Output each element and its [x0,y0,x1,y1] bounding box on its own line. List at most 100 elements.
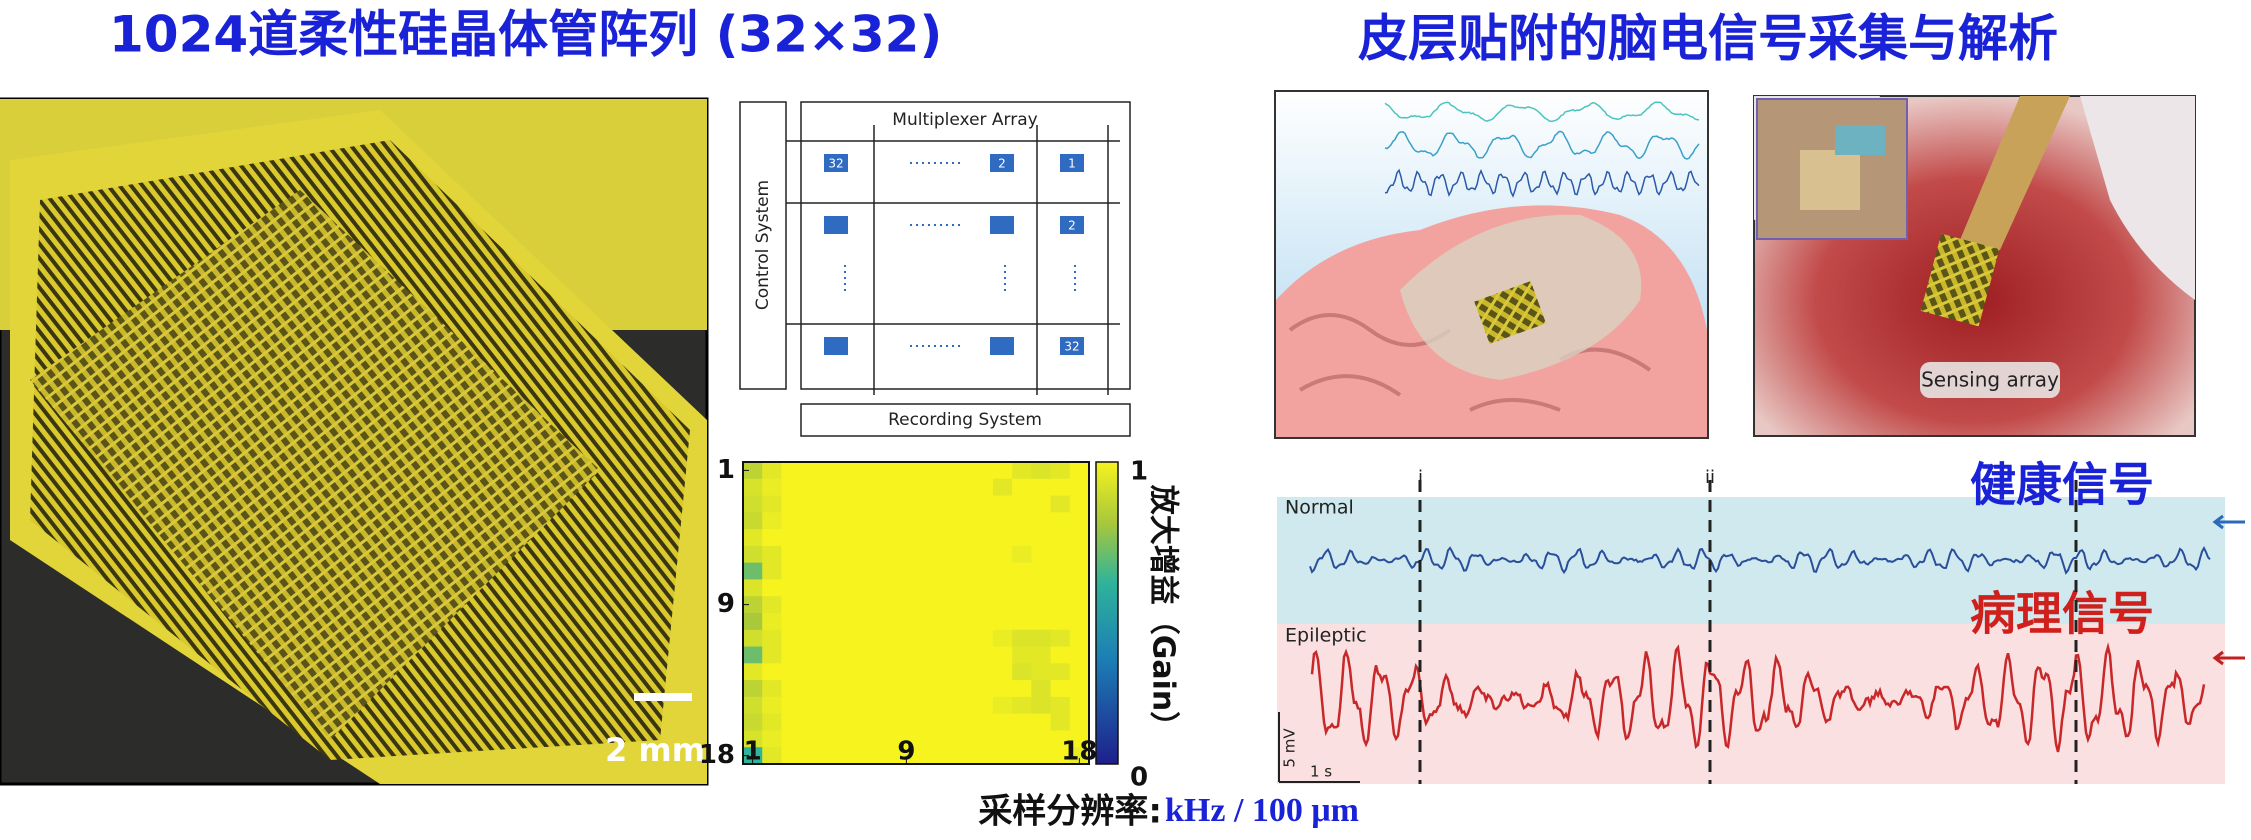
heatmap-cell [954,696,975,715]
heatmap-cell [1031,562,1052,580]
heatmap-cell [762,529,782,547]
heatmap-cell [877,529,898,547]
heatmap-cell [839,730,859,748]
heatmap-cell [1050,545,1071,564]
heatmap-cell [916,747,936,765]
cell-box [824,337,848,355]
heatmap-cell [973,696,994,715]
heatmap-cell [819,462,840,480]
wave [1384,168,1700,198]
heatmap-cell [819,680,840,698]
heatmap-cell [1050,646,1071,664]
heatmap-cell [973,680,994,698]
heatmap-cell [1012,545,1032,564]
heatmap-cell [1050,512,1071,530]
heatmap-cell [839,596,859,614]
schematic [739,101,1131,437]
heatmap-cell [762,579,782,597]
heatmap-cell [858,713,879,731]
heatmap-cell [916,596,936,614]
heatmap-cell [781,613,802,631]
heatmap-cell [935,663,955,681]
heatmap-cell [877,696,898,715]
heatmap-cell [819,747,840,765]
heatmap-cell [954,713,975,731]
heatmap-cell [839,629,859,648]
heatmap-frame [742,461,1090,765]
heatmap-cell [1050,462,1071,480]
col-tick-label: 9 [897,737,915,767]
heatmap-cell [1069,747,1090,765]
cell-box [990,216,1014,234]
heatmap-cell [1031,495,1052,513]
heatmap-cell [762,495,782,513]
heatmap-cell [973,529,994,547]
heatmap-cell [1012,562,1032,580]
heatmap-cell [973,596,994,614]
heatmap-cell [1031,478,1052,497]
heatmap-cell [800,512,821,530]
heatmap-cell [743,562,763,580]
heatmap-cell [916,579,936,597]
heatmap-cell [896,680,917,698]
cell-box [990,337,1014,355]
cell-label: 2 [998,157,1006,171]
heatmap-cell [896,713,917,731]
heatmap-cell [839,747,859,765]
cell-box [1060,154,1084,172]
heatmap-cell [896,747,917,765]
heatmap-cell [800,579,821,597]
heatmap-cell [954,579,975,597]
heatmap-cell [1069,512,1090,530]
heatmap-cell [743,629,763,648]
heatmap-cell [762,713,782,731]
heatmap-cell [858,596,879,614]
heatmap-cell [916,562,936,580]
heatmap-cell [896,478,917,497]
heatmap-cell [1069,663,1090,681]
heatmap-cell [781,495,802,513]
heatmap-cell [1050,579,1071,597]
heatmap-cell [1069,596,1090,614]
cell-box [1060,216,1084,234]
heatmap-cell [877,629,898,648]
heatmap-cell [992,696,1013,715]
heatmap-cell [877,646,898,664]
epileptic-label: Epileptic [1285,625,1367,647]
heatmap-cell [839,529,859,547]
heatmap-cell [1031,613,1052,631]
colorbar-tick-label: 1 [1130,457,1148,487]
heatmap-cell [858,495,879,513]
heatmap-cell [877,596,898,614]
heatmap-cell [896,696,917,715]
heatmap-cell [1050,596,1071,614]
heatmap-cell [896,462,917,480]
heatmap-cell [1050,747,1071,765]
heatmap-cell [800,495,821,513]
heatmap-cell [839,545,859,564]
heatmap-cell [1050,495,1071,513]
heatmap-cell [896,545,917,564]
scale-bar-label: 2 mm [605,731,705,769]
heatmap-cell [916,713,936,731]
heatmap-cell [935,596,955,614]
heatmap-cell [896,512,917,530]
heatmap-cell [954,646,975,664]
heatmap-cell [973,663,994,681]
row-tick-label: 9 [717,589,735,619]
heatmap-cell [743,462,763,480]
heatmap-cell [1031,629,1052,648]
heatmap-cell [839,495,859,513]
heatmap-cell [973,495,994,513]
heatmap-cell [1012,646,1032,664]
heatmap-cell [916,462,936,480]
heatmap-cell [973,478,994,497]
heatmap-cell [992,596,1013,614]
cell-label: 2 [1068,219,1076,233]
heatmap-cell [1050,730,1071,748]
heatmap-cell [896,646,917,664]
heatmap-cell [839,462,859,480]
colorbar-tick-label: 0 [1130,763,1148,793]
heatmap-cell [877,495,898,513]
